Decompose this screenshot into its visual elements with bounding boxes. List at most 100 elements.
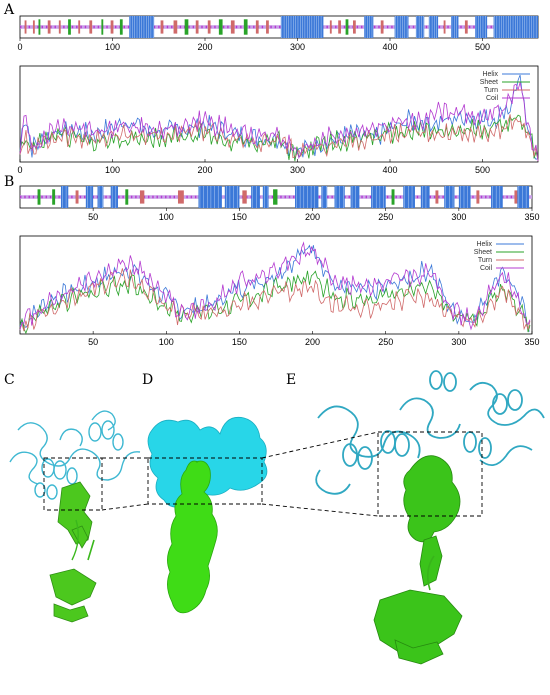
turn-segment — [266, 20, 269, 34]
coil-tick — [279, 25, 281, 29]
plot-a-frame — [19, 65, 539, 163]
sheet-segment — [52, 189, 56, 205]
coil-tick — [71, 25, 74, 29]
coil-tick — [123, 25, 125, 29]
sheet-segment — [38, 19, 41, 35]
coil-tick — [455, 195, 457, 199]
coil-tick — [261, 25, 264, 29]
coil-tick — [194, 195, 197, 199]
track-tick-label: 0 — [17, 42, 22, 52]
coil-tick — [331, 195, 333, 199]
helix-segment — [321, 186, 328, 208]
coil-tick — [293, 195, 295, 199]
coil-tick — [148, 195, 150, 199]
coil-tick — [50, 25, 52, 29]
sheet-segment — [119, 19, 123, 35]
coil-tick — [344, 195, 346, 199]
coil-tick — [84, 195, 86, 199]
coil-tick — [201, 25, 203, 29]
coil-tick — [288, 195, 291, 199]
coil-tick — [192, 25, 195, 29]
helix-segment — [85, 186, 94, 208]
coil-tick — [76, 25, 78, 29]
legend-label: Sheet — [474, 249, 492, 256]
series-line-turn — [19, 268, 531, 332]
series-line-coil — [19, 82, 539, 162]
coil-tick — [416, 195, 419, 199]
axis-tick-label: 100 — [159, 337, 174, 347]
coil-tick — [438, 25, 441, 29]
coil-tick — [79, 195, 82, 199]
coil-tick — [143, 195, 146, 199]
axis-tick-label: 50 — [88, 337, 98, 347]
coil-tick — [166, 25, 169, 29]
coil-tick — [106, 25, 108, 29]
coil-tick — [49, 195, 52, 199]
coil-tick — [250, 195, 252, 199]
helix-segment — [364, 16, 374, 38]
track-tick-label: 100 — [159, 212, 174, 222]
coil-tick — [105, 195, 107, 199]
turn-segment — [338, 20, 341, 34]
coil-tick — [152, 195, 154, 199]
helix-segment — [110, 186, 119, 208]
helix-segment — [295, 186, 319, 208]
coil-tick — [378, 25, 380, 29]
coil-tick — [240, 25, 242, 29]
coil-tick — [473, 25, 475, 29]
turn-segment — [89, 20, 93, 34]
helix-segment — [224, 186, 240, 208]
turn-segment — [173, 20, 178, 34]
coil-tick — [318, 195, 321, 199]
coil-tick — [24, 195, 26, 199]
track-b-axis: 50 100 150 200 250 300 350 — [88, 208, 540, 222]
coil-tick — [506, 195, 508, 199]
plot-a-series — [19, 74, 539, 162]
helix-segment — [415, 16, 425, 38]
coil-tick — [510, 195, 513, 199]
legend-label: Helix — [476, 241, 492, 248]
coil-tick — [438, 195, 440, 199]
coil-tick — [45, 195, 47, 199]
track-tick-label: 300 — [290, 42, 305, 52]
coil-tick — [280, 195, 282, 199]
track-a-axis: 0 100 200 300 400 500 — [17, 38, 490, 52]
track-tick-label: 400 — [382, 42, 397, 52]
legend-label: Coil — [486, 95, 499, 102]
helix-segment — [491, 186, 503, 208]
coil-tick — [114, 25, 117, 29]
turn-segment — [160, 20, 164, 34]
coil-tick — [490, 25, 492, 29]
coil-tick — [395, 195, 397, 199]
sheet-segment — [37, 189, 41, 205]
coil-tick — [158, 25, 160, 29]
coil-tick — [32, 195, 35, 199]
coil-tick — [253, 25, 255, 29]
track-tick-label: 250 — [378, 212, 393, 222]
coil-tick — [63, 25, 65, 29]
coil-tick — [28, 195, 30, 199]
coil-tick — [369, 195, 372, 199]
coil-tick — [96, 195, 99, 199]
coil-tick — [37, 25, 39, 29]
coil-tick — [118, 195, 120, 199]
helix-segment — [517, 186, 530, 208]
plot-b-axis: 50 100 150 200 250 300 350 — [88, 331, 540, 347]
coil-tick — [361, 195, 363, 199]
coil-tick — [502, 195, 504, 199]
sheet-segment — [273, 189, 278, 205]
green-domain-c — [49, 481, 97, 623]
turn-segment — [75, 190, 79, 204]
turn-segment — [443, 20, 446, 34]
coil-tick — [171, 25, 173, 29]
turn-segment — [255, 20, 259, 34]
track-tick-label: 200 — [305, 212, 320, 222]
helix-segment — [394, 16, 409, 38]
coil-tick — [186, 195, 188, 199]
coil-tick — [209, 25, 212, 29]
track-tick-label: 300 — [451, 212, 466, 222]
turn-segment — [24, 20, 27, 34]
plot-b-frame — [19, 235, 533, 335]
